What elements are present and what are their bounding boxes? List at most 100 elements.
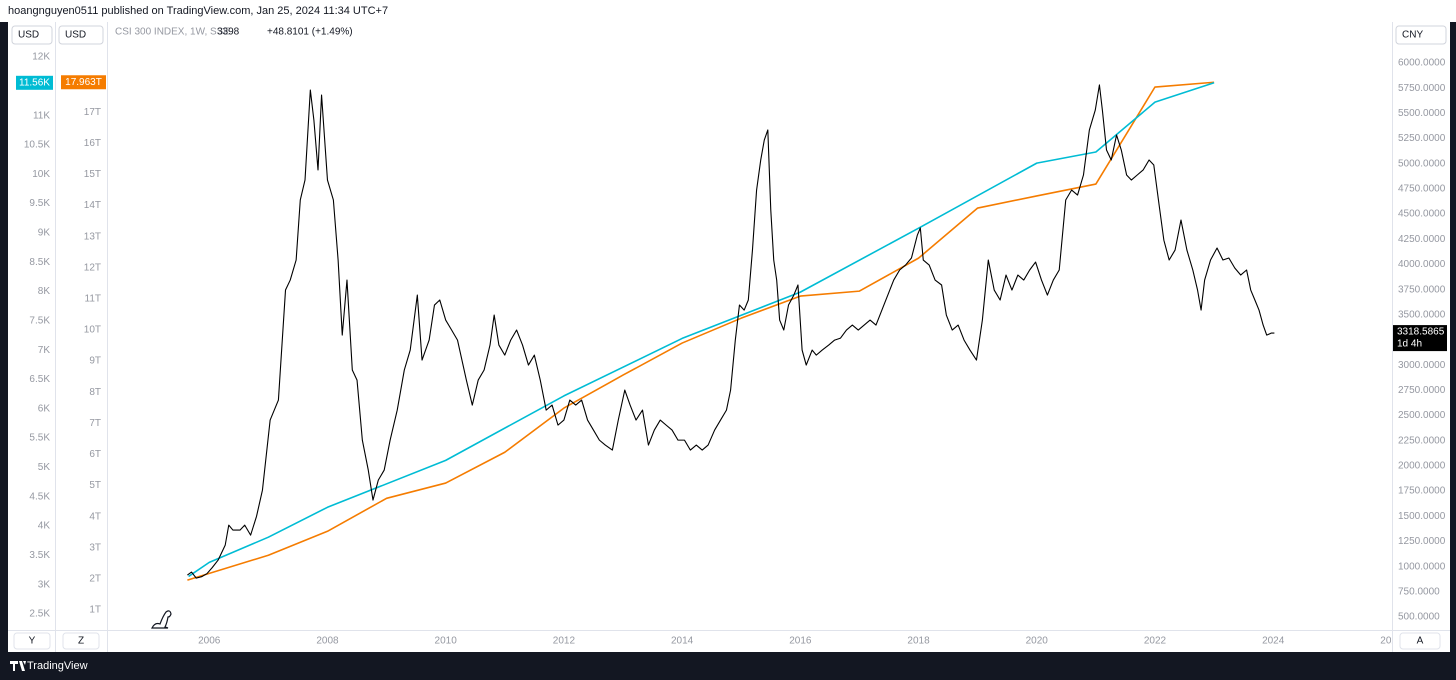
x-tick-label: 2018 <box>907 636 930 647</box>
y2-tick-label: 11K <box>33 110 50 121</box>
y2-tick-label: 10.5K <box>24 140 50 151</box>
y-tick-label: 3750.0000 <box>1398 284 1446 295</box>
price-badge-label: 3318.5865 <box>1397 327 1445 338</box>
y3-tick-label: 16T <box>84 138 101 149</box>
y2-tick-label: 8K <box>38 286 51 297</box>
y-tick-label: 4750.0000 <box>1398 184 1446 195</box>
y3-tick-label: 10T <box>84 325 101 336</box>
legend-last: 3398 <box>217 27 240 38</box>
y2-tick-label: 2.5K <box>29 609 50 620</box>
y-tick-label: 3000.0000 <box>1398 360 1446 371</box>
y-tick-label: 3500.0000 <box>1398 309 1446 320</box>
y2-tick-label: 9K <box>38 228 51 239</box>
y3-tick-label: 12T <box>84 262 101 273</box>
publish-info: hoangnguyen0511 published on TradingView… <box>8 5 388 17</box>
y3-tick-label: 4T <box>89 511 101 522</box>
y3-tick-label: 1T <box>89 605 101 616</box>
brand: TradingView <box>27 660 88 672</box>
y-tick-label: 5500.0000 <box>1398 108 1446 119</box>
y-tick-label: 2500.0000 <box>1398 410 1446 421</box>
countdown-label: 1d 4h <box>1397 339 1422 350</box>
series-line <box>187 84 1275 579</box>
y2-tick-label: 9.5K <box>29 198 50 209</box>
top-bar <box>0 0 1456 22</box>
scale-button[interactable] <box>13 632 51 650</box>
y2-tick-label: 6.5K <box>29 374 50 385</box>
y-tick-label: 5750.0000 <box>1398 83 1446 94</box>
price-badge-label: 17.963T <box>65 77 102 88</box>
y-tick-label: 6000.0000 <box>1398 58 1446 69</box>
y2-tick-label: 4K <box>38 521 51 532</box>
y2-tick-label: 5K <box>38 462 51 473</box>
y-tick-label: 4500.0000 <box>1398 209 1446 220</box>
y2-tick-label: 3K <box>38 579 51 590</box>
y-tick-label: 1250.0000 <box>1398 536 1446 547</box>
y3-tick-label: 15T <box>84 169 101 180</box>
plot <box>187 81 1275 581</box>
x-tick-label: 2008 <box>316 636 339 647</box>
x-tick-label: 2024 <box>1262 636 1285 647</box>
x-tick-label: 2012 <box>553 636 576 647</box>
y3-tick-label: 11T <box>85 294 102 305</box>
y-tick-label: 4000.0000 <box>1398 259 1446 270</box>
y2-tick-label: 12K <box>32 52 50 63</box>
price-badge <box>61 75 106 90</box>
currency-label[interactable]: USD <box>65 30 86 41</box>
currency-label[interactable]: CNY <box>1402 30 1423 41</box>
x-tick-label: 2022 <box>1144 636 1167 647</box>
scale-button[interactable] <box>1399 632 1441 650</box>
y3-tick-label: 2T <box>89 574 101 585</box>
y3-tick-label: 9T <box>89 356 101 367</box>
currency-box[interactable] <box>58 25 104 45</box>
brand-logo <box>10 661 26 671</box>
y3-tick-label: 5T <box>89 480 101 491</box>
y-tick-label: 750.0000 <box>1398 586 1440 597</box>
y3-tick-label: 7T <box>89 418 101 429</box>
y-tick-label: 5000.0000 <box>1398 158 1446 169</box>
scale-button[interactable] <box>62 632 100 650</box>
currency-box[interactable] <box>11 25 53 45</box>
y2-tick-label: 7K <box>38 345 51 356</box>
scale-button-label[interactable]: Z <box>78 636 84 647</box>
x-tick-label: 2026 <box>1380 636 1403 647</box>
price-badge-label: 11.56K <box>19 77 50 88</box>
y-tick-label: 1000.0000 <box>1398 561 1446 572</box>
legend-change: +48.8101 (+1.49%) <box>267 27 353 38</box>
x-tick-label: 2006 <box>198 636 221 647</box>
y-tick-label: 2000.0000 <box>1398 461 1446 472</box>
x-tick-label: 2010 <box>435 636 458 647</box>
price-badge <box>1393 325 1447 352</box>
y-tick-label: 5250.0000 <box>1398 133 1446 144</box>
axes: 500.0000 750.0000 1000.0000 1250.0000 1500.0… <box>16 52 1447 623</box>
series-line <box>188 82 1215 578</box>
y2-tick-label: 6K <box>38 403 51 414</box>
chart-area <box>8 22 1450 652</box>
y3-tick-label: 13T <box>84 231 101 242</box>
y3-tick-label: 3T <box>89 542 101 553</box>
y-tick-label: 500.0000 <box>1398 612 1440 623</box>
y-tick-label: 1500.0000 <box>1398 511 1446 522</box>
y-tick-label: 2250.0000 <box>1398 435 1446 446</box>
y3-tick-label: 14T <box>84 200 101 211</box>
x-tick-label: 2020 <box>1026 636 1049 647</box>
logo-dino <box>151 610 172 629</box>
y2-tick-label: 5.5K <box>29 433 50 444</box>
scale-button-label[interactable]: A <box>1417 636 1424 647</box>
series-line <box>187 81 1215 581</box>
currency-box[interactable] <box>1395 25 1447 45</box>
y2-tick-label: 4.5K <box>29 491 50 502</box>
y2-tick-label: 3.5K <box>29 550 50 561</box>
y-tick-label: 2750.0000 <box>1398 385 1446 396</box>
x-tick-label: 2016 <box>789 636 812 647</box>
x-tick-label: 2014 <box>671 636 694 647</box>
currency-label[interactable]: USD <box>18 30 39 41</box>
y2-tick-label: 8.5K <box>29 257 50 268</box>
scale-button-label[interactable]: Y <box>29 636 36 647</box>
y3-tick-label: 17T <box>84 107 101 118</box>
y3-tick-label: 6T <box>89 449 101 460</box>
price-badge <box>16 75 53 90</box>
y-tick-label: 1750.0000 <box>1398 486 1446 497</box>
y-tick-label: 4250.0000 <box>1398 234 1446 245</box>
